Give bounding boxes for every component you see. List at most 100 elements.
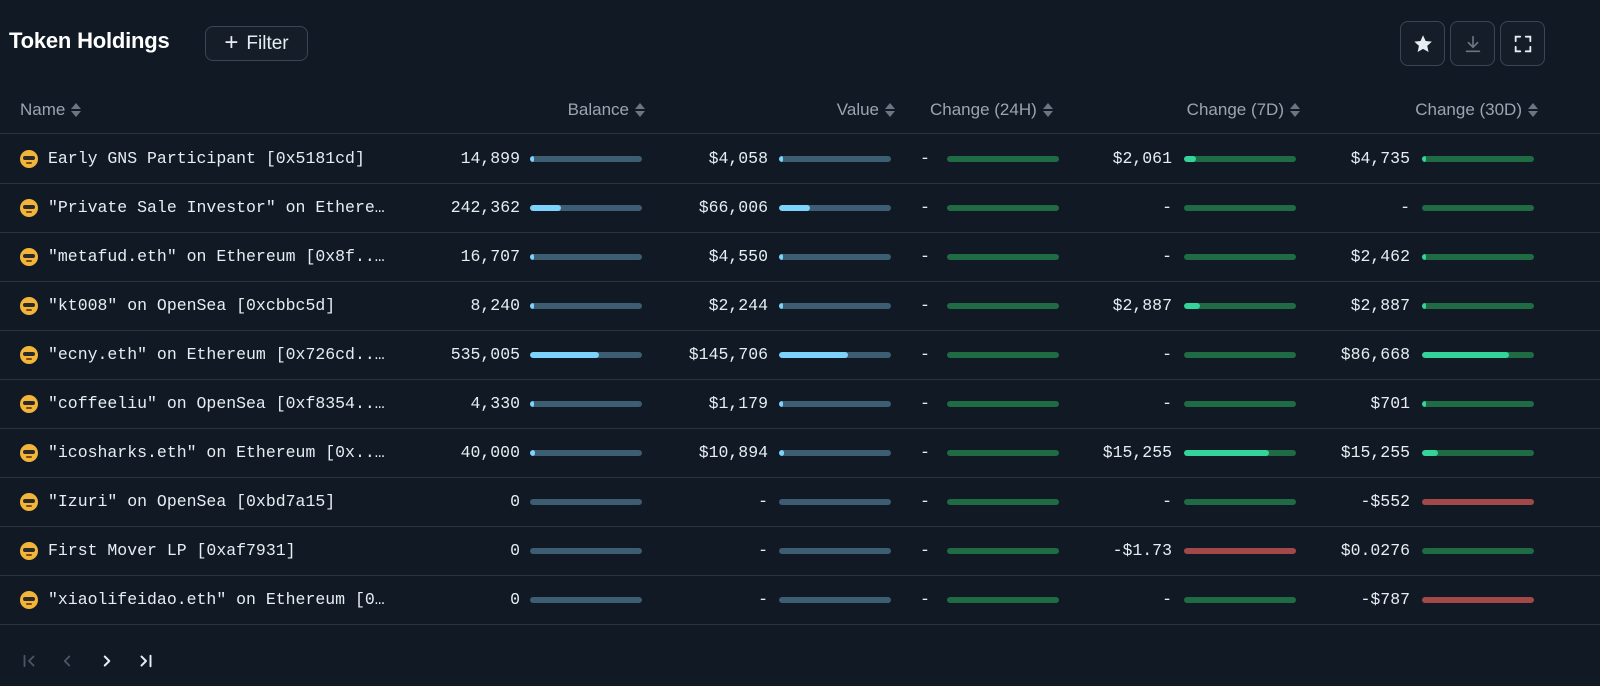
table-row[interactable]: "Izuri" on OpenSea [0xbd7a15] 0 - - - -$552	[0, 477, 1600, 527]
table-row[interactable]: "coffeeliu" on OpenSea [0xf8354...] 4,330…	[0, 379, 1600, 429]
prev-page-button[interactable]	[52, 646, 82, 676]
first-page-button[interactable]	[14, 646, 44, 676]
table-row[interactable]: "metafud.eth" on Ethereum [0x8f...] 16,70…	[0, 232, 1600, 282]
column-header-change-7d[interactable]: Change (7D)	[1100, 86, 1300, 134]
change-7d-value: -$1.73	[1112, 541, 1172, 560]
sort-icon	[635, 103, 645, 117]
sunglasses-emoji-icon	[20, 443, 38, 462]
holder-name-cell[interactable]: "icosharks.eth" on Ethereum [0x...]	[20, 428, 390, 477]
sunglasses-emoji-icon	[20, 149, 38, 168]
favorite-button[interactable]	[1400, 21, 1445, 66]
column-header-value[interactable]: Value	[720, 86, 895, 134]
value-bar	[779, 352, 891, 358]
table-row[interactable]: Early GNS Participant [0x5181cd] 14,899 $4…	[0, 134, 1600, 184]
table-row[interactable]: "Private Sale Investor" on Ethereum [0x.…	[0, 183, 1600, 233]
value-bar-fill	[779, 352, 848, 358]
balance-value: 14,899	[460, 149, 520, 168]
holder-name: "Private Sale Investor" on Ethereum [0x.…	[48, 198, 388, 217]
change-7d-value: -	[1162, 198, 1172, 217]
fullscreen-button[interactable]	[1500, 21, 1545, 66]
sort-icon	[1528, 103, 1538, 117]
change-30d-bar	[1422, 254, 1534, 260]
value-bar-fill	[779, 450, 784, 456]
balance-bar	[530, 303, 642, 309]
change-24h-value: -	[920, 296, 930, 315]
prev-page-icon	[63, 655, 71, 667]
balance-bar-fill	[530, 156, 534, 162]
holder-name-cell[interactable]: "Private Sale Investor" on Ethereum [0x.…	[20, 183, 390, 232]
holder-name-cell[interactable]: Early GNS Participant [0x5181cd]	[20, 134, 390, 183]
change-30d-bar	[1422, 205, 1534, 211]
balance-bar	[530, 156, 642, 162]
balance-bar-fill	[530, 401, 534, 407]
table-head: Name Balance Value Change (24H) Change (…	[0, 86, 1600, 134]
last-page-button[interactable]	[131, 646, 161, 676]
fullscreen-icon	[1514, 35, 1531, 52]
table-row[interactable]: "kt008" on OpenSea [0xcbbc5d] 8,240 $2,244…	[0, 281, 1600, 331]
sort-icon	[1290, 103, 1300, 117]
holder-name-cell[interactable]: First Mover LP [0xaf7931]	[20, 526, 390, 575]
change-7d-bar	[1184, 548, 1296, 554]
holder-name-cell[interactable]: "xiaolifeidao.eth" on Ethereum [0x...]	[20, 575, 390, 624]
holder-name-cell[interactable]: "kt008" on OpenSea [0xcbbc5d]	[20, 281, 390, 330]
change-30d-bar	[1422, 352, 1534, 358]
column-label: Change (30D)	[1415, 100, 1522, 119]
change-24h-value: -	[920, 149, 930, 168]
change-7d-bar	[1184, 254, 1296, 260]
usd-value: -	[758, 590, 768, 609]
change-24h-bar	[947, 450, 1059, 456]
sunglasses-emoji-icon	[20, 296, 38, 315]
usd-value: -	[758, 541, 768, 560]
column-header-balance[interactable]: Balance	[470, 86, 645, 134]
column-header-change-30d[interactable]: Change (30D)	[1340, 86, 1538, 134]
download-icon	[1465, 35, 1480, 52]
value-bar	[779, 156, 891, 162]
balance-bar	[530, 205, 642, 211]
balance-value: 535,005	[450, 345, 520, 364]
download-button[interactable]	[1450, 21, 1495, 66]
change-24h-value: -	[920, 345, 930, 364]
filter-button[interactable]: + Filter	[205, 26, 308, 61]
balance-bar-fill	[530, 450, 535, 456]
balance-bar	[530, 499, 642, 505]
change-24h-bar	[947, 254, 1059, 260]
table-row[interactable]: First Mover LP [0xaf7931] 0 - - -$1.73 $0.027…	[0, 526, 1600, 576]
change-24h-value: -	[920, 541, 930, 560]
table-row[interactable]: "xiaolifeidao.eth" on Ethereum [0x...] 0 -…	[0, 575, 1600, 625]
change-7d-bar	[1184, 450, 1296, 456]
change-24h-value: -	[920, 394, 930, 413]
column-header-name[interactable]: Name	[20, 86, 82, 134]
change-30d-bar	[1422, 450, 1534, 456]
change-24h-bar	[947, 303, 1059, 309]
column-label: Change (7D)	[1186, 100, 1284, 119]
column-label: Change (24H)	[930, 100, 1037, 119]
change-30d-value: $15,255	[1340, 443, 1410, 462]
next-page-button[interactable]	[92, 646, 122, 676]
value-bar	[779, 303, 891, 309]
balance-value: 0	[510, 590, 520, 609]
balance-bar	[530, 401, 642, 407]
holder-name-cell[interactable]: "Izuri" on OpenSea [0xbd7a15]	[20, 477, 390, 526]
sunglasses-emoji-icon	[20, 247, 38, 266]
holder-name: "kt008" on OpenSea [0xcbbc5d]	[48, 296, 336, 315]
change-7d-value: $15,255	[1102, 443, 1172, 462]
change-24h-value: -	[920, 492, 930, 511]
sort-icon	[885, 103, 895, 117]
table-row[interactable]: "ecny.eth" on Ethereum [0x726cd...] 535,0…	[0, 330, 1600, 380]
change-24h-bar	[947, 597, 1059, 603]
change-30d-bar	[1422, 303, 1534, 309]
table-row[interactable]: "icosharks.eth" on Ethereum [0x...] 40,00…	[0, 428, 1600, 478]
column-header-change-24h[interactable]: Change (24H)	[930, 86, 1053, 134]
change-30d-value: $2,887	[1350, 296, 1410, 315]
holder-name-cell[interactable]: "ecny.eth" on Ethereum [0x726cd...]	[20, 330, 390, 379]
change-7d-value: -	[1162, 394, 1172, 413]
change-7d-value: -	[1162, 492, 1172, 511]
change-30d-bar	[1422, 597, 1534, 603]
value-bar-fill	[779, 156, 783, 162]
value-bar	[779, 597, 891, 603]
holder-name: "Izuri" on OpenSea [0xbd7a15]	[48, 492, 336, 511]
star-icon	[1413, 34, 1432, 52]
holder-name-cell[interactable]: "metafud.eth" on Ethereum [0x8f...]	[20, 232, 390, 281]
page-title: Token Holdings	[9, 28, 170, 53]
holder-name-cell[interactable]: "coffeeliu" on OpenSea [0xf8354...]	[20, 379, 390, 428]
